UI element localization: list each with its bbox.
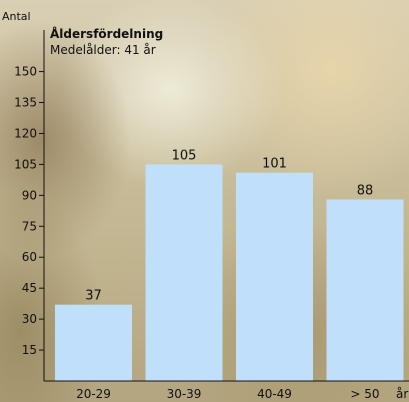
x-category-label: 30-39 [167, 387, 202, 401]
axes-layer [43, 30, 409, 382]
bar-value-label: 105 [172, 148, 197, 163]
y-tick-label: 45 [22, 281, 37, 295]
bar [326, 199, 404, 381]
y-tick-label: 150 [14, 65, 37, 79]
bar-value-label: 88 [357, 183, 374, 198]
y-axis-title: Antal [2, 10, 31, 23]
ticks-layer: 15 30 45 60 75 90 105 120 135 150 [14, 65, 44, 357]
bar-value-label: 101 [262, 157, 287, 172]
y-tick-label: 90 [22, 188, 37, 202]
bar [145, 164, 223, 381]
chart-subtitle: Medelålder: 41 år [50, 43, 156, 57]
bar-value-label: 37 [85, 289, 102, 304]
chart-title: Åldersfördelning [50, 26, 163, 41]
x-category-label: 40-49 [257, 387, 292, 401]
x-axis-title: år [396, 387, 408, 401]
y-tick-label: 30 [22, 312, 37, 326]
bar [55, 304, 132, 381]
y-tick-label: 75 [22, 219, 37, 233]
xlabels-layer: 20-29 30-39 40-49 > 50 [76, 387, 380, 401]
y-tick-label: 135 [14, 96, 37, 110]
datalabels-layer: 37 105 101 88 [85, 148, 373, 303]
bars-layer [55, 164, 404, 381]
bar [236, 172, 313, 381]
y-tick-label: 120 [14, 126, 37, 140]
y-tick-label: 105 [14, 157, 37, 171]
y-tick-label: 60 [22, 250, 37, 264]
x-category-label: > 50 [350, 387, 379, 401]
x-category-label: 20-29 [76, 387, 111, 401]
y-tick-label: 15 [22, 343, 37, 357]
